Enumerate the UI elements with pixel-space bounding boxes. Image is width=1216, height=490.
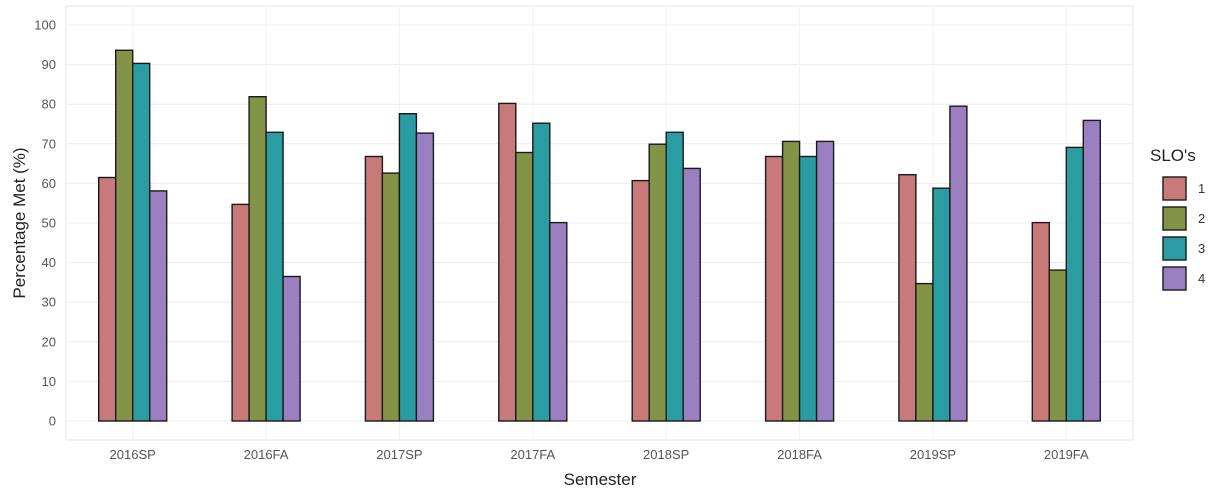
x-tick-label-2019SP: 2019SP	[910, 447, 956, 462]
bar-2019FA-slo-2	[1048, 269, 1068, 422]
bar-2016SP-slo-2	[114, 49, 134, 422]
bar-2017SP-slo-4	[415, 132, 435, 422]
bars	[97, 49, 1102, 422]
bar-2016FA-slo-4	[282, 275, 301, 422]
bar-2016FA-slo-2	[248, 95, 267, 422]
y-tick-label-30: 30	[42, 295, 56, 310]
bar-2018SP-slo-2	[648, 143, 667, 422]
bar-2017SP-slo-3	[398, 112, 418, 422]
legend-label-4: 4	[1198, 271, 1205, 286]
bar-2019SP-slo-2	[915, 282, 934, 422]
bar-2017FA-slo-1	[498, 102, 517, 422]
legend-title: SLO's	[1150, 146, 1196, 165]
legend-label-3: 3	[1198, 241, 1205, 256]
bar-2019FA-slo-3	[1065, 146, 1085, 422]
y-axis-ticks: 0 10 20 30 40 50 60 70 80 90 100	[34, 18, 56, 429]
legend-key-3	[1162, 236, 1187, 261]
y-tick-label-90: 90	[42, 57, 56, 72]
bar-2017FA-slo-2	[515, 151, 534, 422]
bar-2019SP-slo-4	[949, 105, 968, 422]
bar-2018SP-slo-3	[665, 131, 684, 422]
bar-2016FA-slo-1	[231, 203, 250, 422]
bar-2017FA-slo-3	[532, 122, 551, 422]
legend-key-2	[1162, 206, 1187, 231]
bar-2017SP-slo-2	[381, 172, 401, 422]
legend-label-2: 2	[1198, 211, 1205, 226]
y-tick-label-80: 80	[42, 97, 56, 112]
bar-2019SP-slo-1	[898, 173, 917, 422]
bar-2018SP-slo-4	[682, 167, 701, 422]
y-tick-label-70: 70	[42, 136, 56, 151]
legend-key-1	[1162, 176, 1187, 201]
y-tick-label-60: 60	[42, 176, 56, 191]
y-tick-label-20: 20	[42, 334, 56, 349]
bar-2016SP-slo-3	[131, 62, 151, 422]
legend: SLO's 1 2 3 4	[1150, 146, 1205, 291]
bar-2016SP-slo-1	[97, 176, 117, 422]
bar-2019FA-slo-4	[1082, 119, 1102, 422]
x-tick-label-2016FA: 2016FA	[244, 447, 289, 462]
x-tick-label-2017FA: 2017FA	[510, 447, 555, 462]
bar-2019SP-slo-3	[932, 187, 951, 422]
x-axis-title: Semester	[564, 470, 637, 489]
x-tick-label-2016SP: 2016SP	[110, 447, 156, 462]
bar-2018FA-slo-2	[781, 140, 801, 422]
legend-key-4	[1162, 266, 1187, 291]
legend-label-1: 1	[1198, 181, 1205, 196]
y-tick-label-10: 10	[42, 374, 56, 389]
x-tick-label-2018SP: 2018SP	[643, 447, 689, 462]
y-tick-label-40: 40	[42, 255, 56, 270]
y-axis-title: Percentage Met (%)	[10, 147, 29, 298]
bar-2017SP-slo-1	[364, 155, 384, 422]
y-tick-label-0: 0	[49, 414, 56, 429]
x-tick-label-2018FA: 2018FA	[777, 447, 822, 462]
x-tick-label-2019FA: 2019FA	[1044, 447, 1089, 462]
bar-2018FA-slo-3	[798, 155, 818, 422]
bar-2019FA-slo-1	[1031, 221, 1051, 422]
bar-2016SP-slo-4	[148, 190, 168, 422]
bar-2017FA-slo-4	[549, 221, 568, 422]
x-tick-label-2017SP: 2017SP	[376, 447, 422, 462]
bar-2018FA-slo-4	[815, 140, 835, 422]
y-tick-label-100: 100	[34, 18, 56, 33]
bar-2018FA-slo-1	[764, 155, 784, 422]
bar-2018SP-slo-1	[631, 179, 650, 422]
bar-2016FA-slo-3	[265, 131, 284, 422]
y-tick-label-50: 50	[42, 216, 56, 231]
x-axis-ticks: 2016SP 2016FA 2017SP 2017FA 2018SP 2018FA 2019…	[110, 447, 1089, 462]
